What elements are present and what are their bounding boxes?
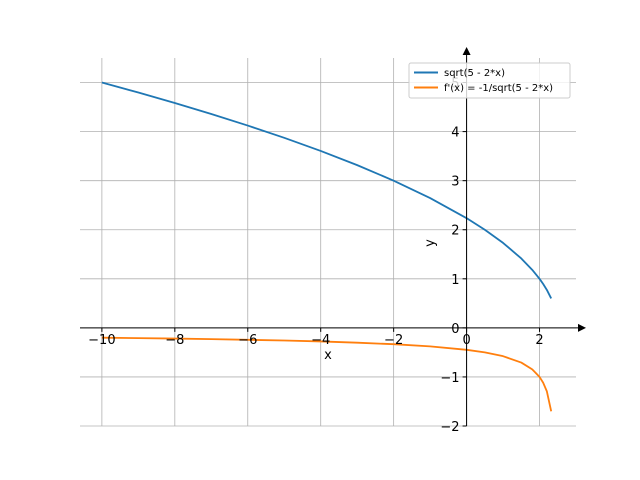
x-tick-label: −2	[384, 333, 403, 348]
y-tick-label: −1	[440, 371, 459, 386]
y-tick-label: 2	[451, 224, 459, 239]
x-axis-arrow	[578, 323, 586, 332]
y-tick-label: −2	[440, 420, 459, 435]
ticks: −10−8−6−4−202−2−1012345	[88, 77, 544, 435]
legend-label-derivative: f'(x) = -1/sqrt(5 - 2*x)	[444, 83, 553, 94]
x-tick-label: −10	[88, 333, 115, 348]
x-tick-label: −4	[311, 333, 330, 348]
y-tick-label: 4	[451, 126, 459, 141]
y-tick-label: 0	[451, 322, 459, 337]
y-axis-arrow	[462, 47, 471, 55]
series-line-0	[101, 81, 553, 299]
y-axis-label: y	[423, 239, 438, 247]
y-tick-label: 1	[451, 273, 459, 288]
x-axis-label: x	[324, 348, 332, 363]
x-tick-label: −6	[238, 333, 257, 348]
x-tick-label: 2	[535, 333, 543, 348]
legend-label-sqrt: sqrt(5 - 2*x)	[444, 68, 505, 79]
x-tick-label: 0	[462, 333, 470, 348]
legend: sqrt(5 - 2*x) f'(x) = -1/sqrt(5 - 2*x)	[408, 62, 571, 99]
series-line-1	[101, 336, 553, 412]
x-tick-label: −8	[165, 333, 184, 348]
series-layer	[101, 81, 553, 412]
legend-box	[408, 62, 571, 99]
axes	[80, 47, 586, 426]
y-tick-label: 3	[451, 175, 459, 190]
